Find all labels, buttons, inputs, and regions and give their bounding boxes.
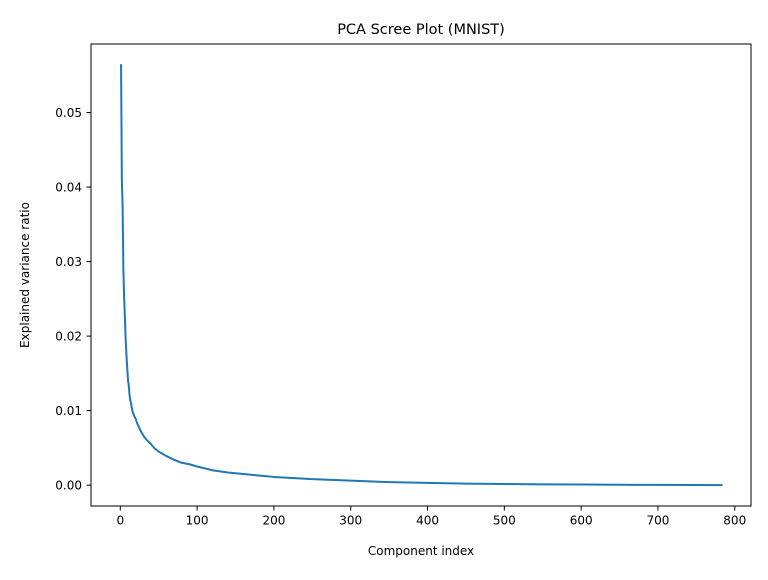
plot-layer <box>120 64 723 487</box>
x-tick-label: 100 <box>186 514 209 528</box>
x-axis-label: Component index <box>368 544 474 558</box>
x-tick-label: 800 <box>723 514 746 528</box>
x-tick-label: 400 <box>416 514 439 528</box>
y-tick-label: 0.05 <box>55 106 82 120</box>
x-tick-label: 700 <box>646 514 669 528</box>
y-tick-label: 0.01 <box>55 404 82 418</box>
y-axis-label: Explained variance ratio <box>18 202 32 348</box>
x-tick-label: 600 <box>570 514 593 528</box>
x-tick-label: 200 <box>262 514 285 528</box>
x-tick-label: 300 <box>339 514 362 528</box>
plot-frame <box>90 43 752 507</box>
x-tick-label: 0 <box>116 514 124 528</box>
series-line-1 <box>120 64 723 487</box>
axes-layer: 0 100 200 300 400 500 600 700 800 0.00 0.01 0.02 0.0… <box>55 106 746 527</box>
x-tick-label: 500 <box>493 514 516 528</box>
y-tick-label: 0.00 <box>55 479 82 493</box>
y-tick-label: 0.03 <box>55 255 82 269</box>
chart-title: PCA Scree Plot (MNIST) <box>337 22 505 38</box>
y-tick-label: 0.04 <box>55 181 82 195</box>
y-tick-label: 0.02 <box>55 330 82 344</box>
